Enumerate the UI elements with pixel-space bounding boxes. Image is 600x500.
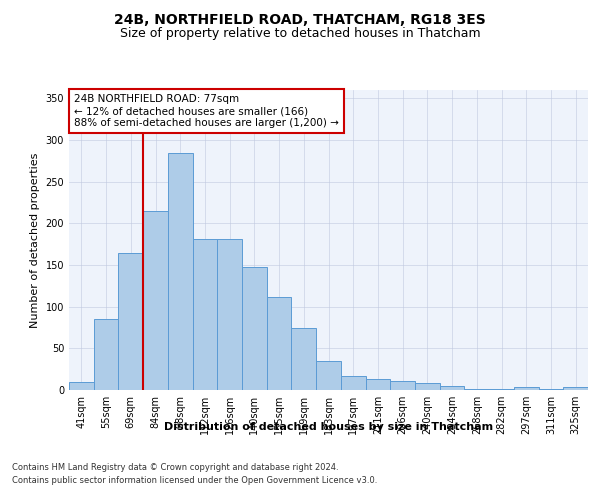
Bar (118, 252, 143, 390)
Bar (316, 361, 341, 390)
Bar (168, 152, 193, 390)
Bar (563, 386, 588, 390)
Text: 24B NORTHFIELD ROAD: 77sqm
← 12% of detached houses are smaller (166)
88% of sem: 24B NORTHFIELD ROAD: 77sqm ← 12% of deta… (74, 94, 339, 128)
Bar (193, 239, 217, 390)
Text: Contains public sector information licensed under the Open Government Licence v3: Contains public sector information licen… (12, 476, 377, 485)
Bar (267, 296, 292, 390)
Bar (390, 381, 415, 390)
Bar (341, 376, 365, 390)
Text: Size of property relative to detached houses in Thatcham: Size of property relative to detached ho… (119, 28, 481, 40)
Bar (440, 386, 464, 390)
Bar (464, 389, 489, 390)
Bar (415, 384, 440, 390)
Bar (217, 239, 242, 390)
Bar (292, 328, 316, 390)
Bar (242, 266, 267, 390)
Bar (94, 319, 118, 390)
Bar (489, 389, 514, 390)
Y-axis label: Number of detached properties: Number of detached properties (30, 152, 40, 328)
Bar (514, 386, 539, 390)
Text: 24B, NORTHFIELD ROAD, THATCHAM, RG18 3ES: 24B, NORTHFIELD ROAD, THATCHAM, RG18 3ES (114, 12, 486, 26)
Text: Distribution of detached houses by size in Thatcham: Distribution of detached houses by size … (164, 422, 493, 432)
Text: Contains HM Land Registry data © Crown copyright and database right 2024.: Contains HM Land Registry data © Crown c… (12, 462, 338, 471)
Bar (365, 379, 390, 390)
Bar (539, 389, 563, 390)
Bar (69, 382, 94, 390)
Bar (143, 211, 168, 390)
